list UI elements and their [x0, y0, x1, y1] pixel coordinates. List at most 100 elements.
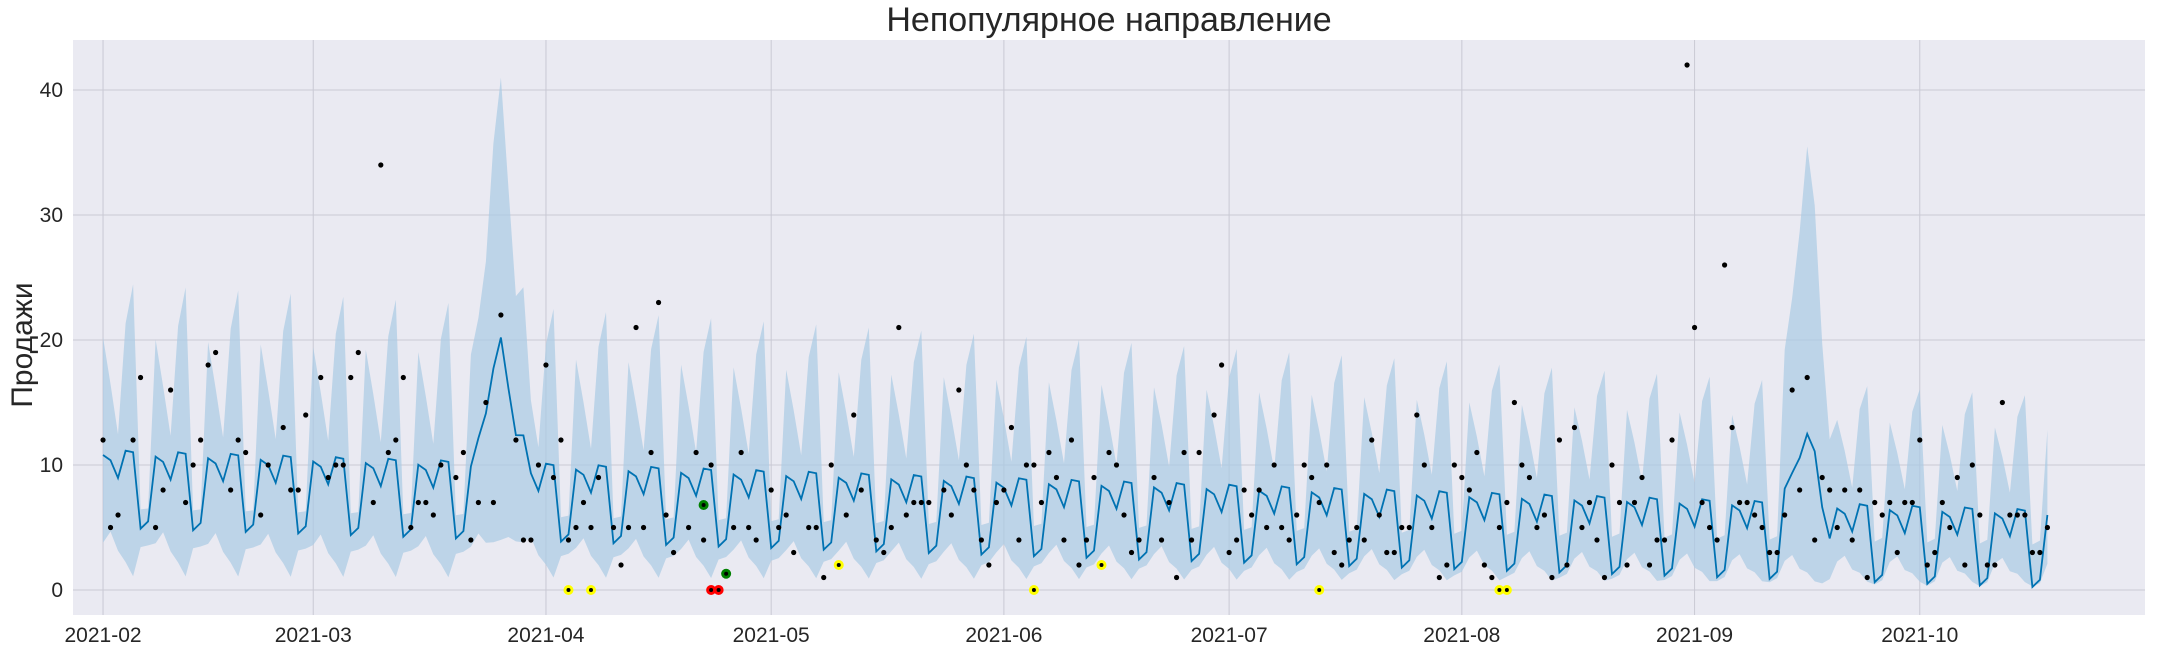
observed-point	[408, 524, 414, 531]
observed-point	[1023, 462, 1030, 468]
observed-point	[783, 512, 789, 518]
observed-point	[670, 549, 677, 556]
observed-point	[340, 462, 346, 468]
observed-point	[963, 462, 969, 468]
observed-point	[438, 462, 444, 468]
observed-point	[303, 412, 309, 418]
observed-point	[295, 487, 301, 493]
observed-point	[1579, 524, 1585, 531]
observed-point	[1797, 487, 1803, 493]
observed-point	[1264, 524, 1270, 531]
observed-point	[1849, 537, 1855, 543]
yellow-marker-center	[1317, 588, 1322, 592]
observed-point	[550, 474, 557, 481]
observed-point	[1812, 537, 1818, 543]
observed-point	[1759, 524, 1765, 531]
y-tick-label: 20	[40, 329, 63, 352]
observed-point	[2014, 512, 2020, 518]
observed-point	[701, 537, 707, 543]
observed-point	[423, 499, 429, 506]
observed-point	[1234, 537, 1240, 543]
observed-point	[325, 474, 331, 481]
observed-point	[1113, 462, 1120, 468]
observed-point	[1459, 474, 1465, 481]
observed-point	[1661, 537, 1668, 543]
observed-point	[1444, 562, 1450, 568]
observed-point	[1887, 499, 1893, 506]
observed-point	[1684, 62, 1690, 68]
observed-point	[1294, 512, 1300, 518]
observed-point	[288, 487, 294, 493]
observed-point	[520, 537, 527, 543]
yellow-marker-center	[1497, 588, 1502, 592]
observed-point	[731, 524, 737, 531]
observed-point	[655, 299, 662, 306]
observed-point	[160, 487, 166, 493]
observed-point	[1767, 549, 1773, 556]
observed-point	[625, 524, 632, 531]
yellow-marker-center	[1099, 563, 1104, 567]
observed-point	[1924, 562, 1930, 568]
x-tick-label: 2021-03	[275, 624, 352, 647]
observed-point	[1038, 499, 1045, 506]
observed-point	[1181, 449, 1187, 456]
observed-point	[1053, 474, 1060, 481]
observed-point	[1474, 449, 1480, 456]
observed-point	[1406, 524, 1412, 531]
observed-point	[1046, 449, 1052, 456]
observed-point	[415, 499, 421, 506]
observed-point	[1286, 537, 1292, 543]
observed-point	[1339, 562, 1345, 568]
observed-point	[1061, 537, 1067, 543]
observed-point	[1076, 562, 1082, 568]
observed-point	[370, 499, 376, 506]
observed-point	[228, 487, 234, 493]
observed-point	[528, 537, 534, 543]
observed-point	[1188, 537, 1195, 543]
observed-point	[1354, 524, 1360, 531]
observed-point	[753, 537, 759, 543]
observed-point	[1571, 424, 1578, 431]
observed-point	[1782, 512, 1788, 518]
observed-point	[198, 437, 204, 443]
observed-point	[1609, 462, 1615, 468]
observed-point	[821, 574, 827, 581]
observed-point	[1151, 474, 1157, 481]
observed-point	[1594, 537, 1600, 543]
yellow-marker-center	[589, 588, 593, 592]
observed-point	[535, 462, 542, 468]
observed-point	[1631, 499, 1638, 506]
yellow-marker-center	[1031, 588, 1036, 592]
observed-point	[1256, 487, 1262, 493]
observed-point	[1271, 462, 1277, 468]
observed-point	[1481, 562, 1487, 568]
observed-point	[1489, 574, 1495, 581]
observed-point	[1586, 499, 1593, 506]
observed-point	[873, 537, 879, 543]
observed-point	[1654, 537, 1660, 543]
observed-point	[1421, 462, 1427, 468]
y-tick-label: 40	[40, 79, 63, 102]
x-tick-label: 2021-04	[507, 624, 584, 647]
observed-point	[1001, 487, 1007, 493]
observed-point	[152, 524, 159, 531]
observed-point	[1068, 437, 1075, 443]
observed-point	[1309, 474, 1315, 481]
observed-point	[1827, 487, 1833, 493]
observed-point	[573, 524, 579, 531]
yellow-marker-center	[836, 563, 841, 567]
observed-point	[956, 387, 962, 393]
observed-point	[1361, 537, 1367, 543]
observed-point	[137, 374, 144, 381]
observed-point	[1947, 524, 1953, 531]
observed-point	[1669, 437, 1675, 443]
observed-point	[1969, 462, 1975, 468]
observed-point	[1399, 524, 1405, 531]
observed-point	[791, 549, 797, 556]
observed-point	[971, 487, 977, 493]
observed-point	[828, 462, 834, 468]
observed-point	[1774, 549, 1780, 556]
observed-point	[483, 399, 489, 406]
observed-point	[708, 462, 714, 468]
observed-point	[1534, 524, 1540, 531]
